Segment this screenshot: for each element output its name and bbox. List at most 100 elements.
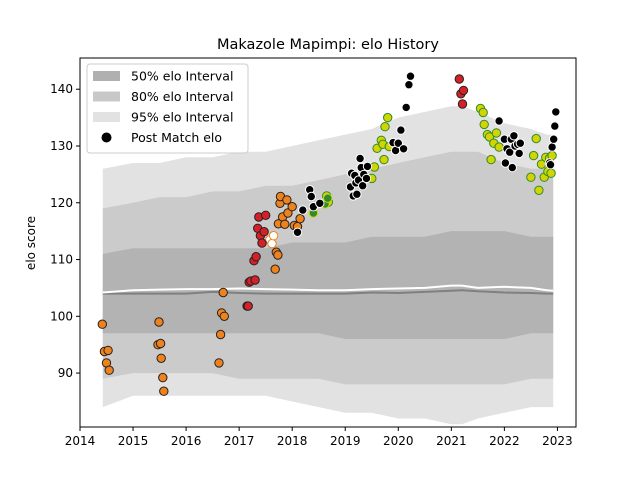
data-point-green bbox=[323, 193, 333, 203]
data-point-red bbox=[261, 210, 271, 221]
data-point-yellow bbox=[546, 168, 556, 178]
data-point-red bbox=[257, 238, 267, 248]
data-point-black bbox=[509, 131, 519, 141]
data-point-black bbox=[358, 181, 368, 191]
data-point-orange bbox=[215, 329, 226, 340]
data-point-orange bbox=[287, 202, 297, 212]
data-point-orange bbox=[104, 365, 114, 375]
data-point-red bbox=[251, 252, 261, 262]
legend-marker bbox=[101, 132, 112, 143]
data-point-yellow bbox=[379, 154, 389, 165]
data-point-yellow bbox=[380, 122, 390, 132]
legend-label: 80% elo Interval bbox=[131, 89, 233, 104]
data-point-orange bbox=[267, 238, 277, 249]
y-axis-title: elo score bbox=[24, 216, 38, 270]
data-point-orange bbox=[282, 195, 292, 205]
data-point-black bbox=[547, 142, 557, 152]
data-point-orange bbox=[97, 319, 108, 329]
legend-label: 95% elo Interval bbox=[131, 110, 233, 125]
data-point-black bbox=[352, 189, 362, 199]
x-tick-label: 2020 bbox=[383, 434, 414, 448]
legend-label: Post Match elo bbox=[131, 130, 222, 145]
data-point-black bbox=[514, 148, 524, 159]
data-point-yellow bbox=[479, 119, 489, 130]
data-point-orange bbox=[214, 358, 224, 368]
trend-lines bbox=[102, 284, 554, 295]
legend-box bbox=[86, 63, 249, 154]
legend-swatch bbox=[93, 91, 120, 102]
data-point-black bbox=[298, 205, 308, 215]
legend-label: 50% elo Interval bbox=[131, 69, 233, 84]
data-point-black bbox=[515, 138, 525, 148]
data-point-yellow bbox=[383, 112, 393, 123]
data-point-black bbox=[404, 80, 414, 90]
data-point-black bbox=[505, 147, 515, 157]
data-point-black bbox=[551, 107, 561, 117]
data-point-orange bbox=[295, 214, 305, 224]
data-point-orange bbox=[268, 231, 279, 241]
data-point-yellow bbox=[486, 154, 496, 165]
y-tick-label: 130 bbox=[50, 139, 73, 153]
post-match-points bbox=[97, 71, 561, 396]
median-line bbox=[102, 289, 554, 295]
y-tick-label: 120 bbox=[50, 196, 73, 210]
data-point-black bbox=[398, 144, 409, 154]
y-axis-ticks: 90 100 110 120 130 140 bbox=[50, 82, 80, 380]
y-tick-label: 140 bbox=[50, 82, 73, 96]
data-point-yellow bbox=[491, 128, 502, 138]
y-tick-label: 100 bbox=[50, 309, 73, 323]
data-point-black bbox=[494, 116, 504, 126]
data-point-black bbox=[550, 121, 560, 131]
data-point-yellow bbox=[528, 150, 539, 161]
x-tick-label: 2018 bbox=[277, 434, 308, 448]
data-point-orange bbox=[273, 250, 283, 260]
axes-frame bbox=[79, 57, 577, 428]
data-point-black bbox=[292, 227, 303, 238]
data-point-orange bbox=[270, 264, 280, 274]
data-point-yellow bbox=[531, 133, 541, 144]
data-point-black bbox=[500, 158, 511, 168]
data-point-red bbox=[454, 74, 464, 84]
data-point-red bbox=[250, 275, 260, 285]
data-point-yellow bbox=[534, 185, 544, 196]
data-point-red bbox=[243, 301, 253, 311]
data-point-yellow bbox=[478, 107, 488, 118]
data-point-orange bbox=[219, 311, 230, 321]
data-point-orange bbox=[155, 338, 166, 349]
data-point-red bbox=[457, 99, 468, 109]
data-point-black bbox=[549, 134, 559, 144]
data-point-yellow bbox=[484, 132, 495, 142]
data-point-black bbox=[361, 173, 372, 184]
chart-title: Makazole Mapimpi: elo History bbox=[217, 37, 439, 53]
x-tick-label: 2015 bbox=[118, 434, 149, 448]
data-point-red bbox=[458, 85, 469, 96]
interval-bands bbox=[102, 106, 554, 425]
legend: 50% elo Interval 80% elo Interval 95% elo … bbox=[86, 63, 249, 154]
x-axis-ticks: 2014 2015 2016 2017 2018 2019 2020 2021 2022 2023 bbox=[65, 427, 573, 448]
data-point-orange bbox=[283, 208, 293, 218]
data-point-black bbox=[545, 160, 556, 170]
data-point-black bbox=[393, 138, 403, 148]
x-tick-label: 2022 bbox=[489, 434, 520, 448]
data-point-black bbox=[507, 162, 517, 173]
data-point-orange bbox=[158, 372, 168, 383]
x-tick-label: 2014 bbox=[65, 434, 96, 448]
x-tick-label: 2023 bbox=[542, 434, 573, 448]
data-point-black bbox=[362, 161, 373, 172]
data-point-orange bbox=[280, 219, 290, 230]
y-tick-label: 110 bbox=[50, 253, 73, 267]
data-point-black bbox=[405, 71, 416, 81]
x-tick-label: 2021 bbox=[436, 434, 467, 448]
data-point-red bbox=[259, 227, 269, 237]
data-point-yellow bbox=[494, 142, 504, 152]
data-point-black bbox=[401, 102, 411, 113]
data-point-black bbox=[315, 198, 325, 209]
x-tick-label: 2017 bbox=[224, 434, 255, 448]
data-point-orange bbox=[156, 353, 166, 363]
x-tick-label: 2019 bbox=[330, 434, 361, 448]
y-tick-label: 90 bbox=[58, 366, 73, 380]
data-point-black bbox=[355, 153, 365, 164]
data-point-orange bbox=[103, 345, 113, 356]
x-tick-label: 2016 bbox=[171, 434, 202, 448]
